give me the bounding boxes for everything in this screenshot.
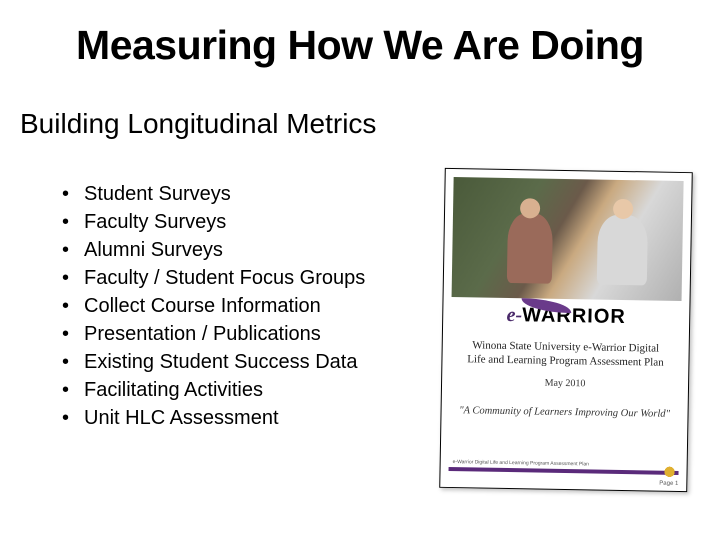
person-illustration — [507, 213, 553, 284]
list-item: Unit HLC Assessment — [62, 404, 365, 432]
list-item: Existing Student Success Data — [62, 348, 365, 376]
list-item: Facilitating Activities — [62, 376, 365, 404]
document-tagline: "A Community of Learners Improving Our W… — [449, 405, 679, 420]
document-footer-note: e-Warrior Digital Life and Learning Prog… — [453, 459, 589, 467]
bullet-list: Student Surveys Faculty Surveys Alumni S… — [62, 180, 365, 432]
person-illustration — [597, 215, 648, 286]
list-item: Alumni Surveys — [62, 236, 365, 264]
slide-subtitle: Building Longitudinal Metrics — [20, 108, 376, 140]
document-logo: e-WARRIOR — [451, 303, 681, 330]
list-item: Collect Course Information — [62, 292, 365, 320]
document-photo — [452, 177, 684, 301]
list-item: Presentation / Publications — [62, 320, 365, 348]
list-item: Faculty / Student Focus Groups — [62, 264, 365, 292]
document-thumbnail: e-WARRIOR Winona State University e-Warr… — [439, 168, 693, 492]
document-footer-bar — [449, 467, 679, 475]
list-item: Student Surveys — [62, 180, 365, 208]
document-date: May 2010 — [450, 376, 680, 391]
swoosh-icon — [496, 298, 546, 313]
document-subtitle-line: Life and Learning Program Assessment Pla… — [450, 352, 680, 370]
list-item: Faculty Surveys — [62, 208, 365, 236]
document-subtitle: Winona State University e-Warrior Digita… — [450, 338, 680, 370]
document-page-number: Page 1 — [659, 481, 678, 487]
slide-title: Measuring How We Are Doing — [0, 22, 720, 69]
